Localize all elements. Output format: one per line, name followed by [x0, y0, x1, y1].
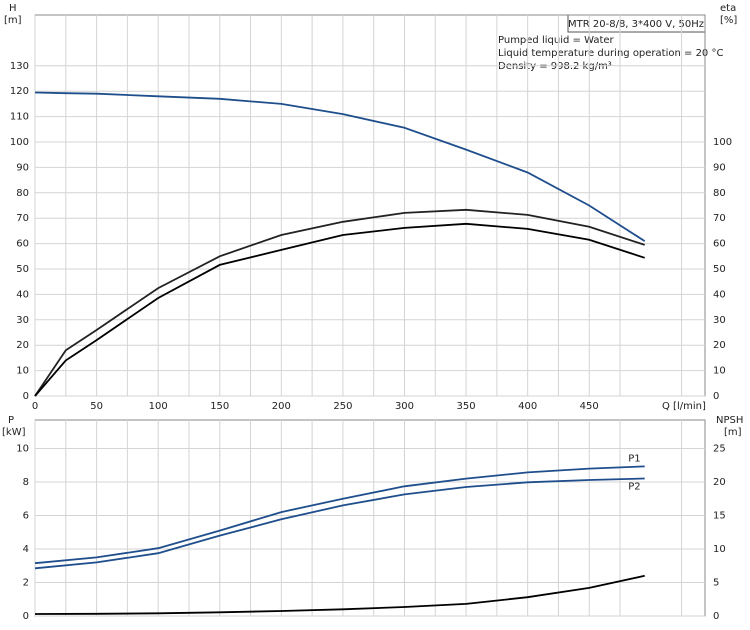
x-tick-label: 300 [395, 401, 414, 412]
x-tick-label: 200 [272, 401, 291, 412]
x-tick-label: 0 [32, 401, 38, 412]
y2-tick-label: 70 [713, 213, 726, 224]
y-tick-label: 0 [23, 611, 29, 622]
y2-tick-label: 0 [713, 391, 719, 402]
x-tick-label: 450 [580, 401, 599, 412]
note: Liquid temperature during operation = 20… [498, 48, 723, 59]
curve [34, 477, 645, 570]
y-label: H [9, 3, 17, 14]
y2-tick-label: 20 [713, 340, 726, 351]
y-tick-label: 4 [23, 544, 29, 555]
y-tick-label: 10 [16, 366, 29, 377]
curve [34, 208, 645, 397]
y-tick-label: 50 [16, 264, 29, 275]
y-unit: [m] [4, 15, 22, 26]
curve-label: P2 [628, 481, 640, 492]
y-tick-label: 0 [23, 391, 29, 402]
y2-tick-label: 90 [713, 162, 726, 173]
y2-tick-label: 30 [713, 315, 726, 326]
y2-tick-label: 100 [713, 137, 732, 148]
x-tick-label: 50 [90, 401, 103, 412]
x-tick-label: 250 [333, 401, 352, 412]
y2-tick-label: 10 [713, 366, 726, 377]
x-tick-label: 400 [518, 401, 537, 412]
y-label: P [8, 415, 14, 426]
plot-frame [34, 14, 706, 397]
y-tick-label: 70 [16, 213, 29, 224]
y2-tick-label: 25 [713, 443, 726, 454]
y2-unit: [m] [724, 427, 742, 438]
y2-tick-label: 5 [713, 577, 719, 588]
plot-frame [34, 419, 706, 617]
x-tick-label: 100 [149, 401, 168, 412]
y2-tick-label: 10 [713, 544, 726, 555]
y-tick-label: 110 [10, 112, 29, 123]
y2-tick-label: 20 [713, 477, 726, 488]
y2-tick-label: 60 [713, 239, 726, 250]
y2-unit: [%] [720, 15, 737, 26]
x-tick-label: 150 [210, 401, 229, 412]
curve [34, 91, 646, 242]
y2-tick-label: 0 [713, 611, 719, 622]
note: Density = 998.2 kg/m³ [498, 61, 612, 72]
y-tick-label: 90 [16, 162, 29, 173]
y-tick-label: 60 [16, 239, 29, 250]
y-tick-label: 30 [16, 315, 29, 326]
curve [34, 222, 645, 397]
y2-tick-label: 50 [713, 264, 726, 275]
y2-tick-label: 15 [713, 510, 726, 521]
curve [34, 574, 645, 615]
x-tick-label: 350 [457, 401, 476, 412]
curve-label: P1 [628, 453, 640, 464]
y-tick-label: 130 [10, 61, 29, 72]
y-tick-label: 6 [23, 510, 29, 521]
y2-tick-label: 80 [713, 188, 726, 199]
y2-label: NPSH [716, 415, 743, 426]
y-tick-label: 80 [16, 188, 29, 199]
y-tick-label: 120 [10, 86, 29, 97]
y-tick-label: 100 [10, 137, 29, 148]
y-tick-label: 10 [16, 443, 29, 454]
y-tick-label: 8 [23, 477, 29, 488]
info-box: MTR 20-8/8, 3*400 V, 50Hz [568, 19, 704, 30]
curve [34, 465, 645, 565]
y-tick-label: 20 [16, 340, 29, 351]
y-tick-label: 40 [16, 289, 29, 300]
x-label: Q [l/min] [662, 401, 706, 412]
y2-tick-label: 40 [713, 289, 726, 300]
y-unit: [kW] [2, 427, 26, 438]
y-tick-label: 2 [23, 577, 29, 588]
y2-label: eta [720, 3, 736, 14]
note: Pumped liquid = Water [498, 35, 615, 46]
